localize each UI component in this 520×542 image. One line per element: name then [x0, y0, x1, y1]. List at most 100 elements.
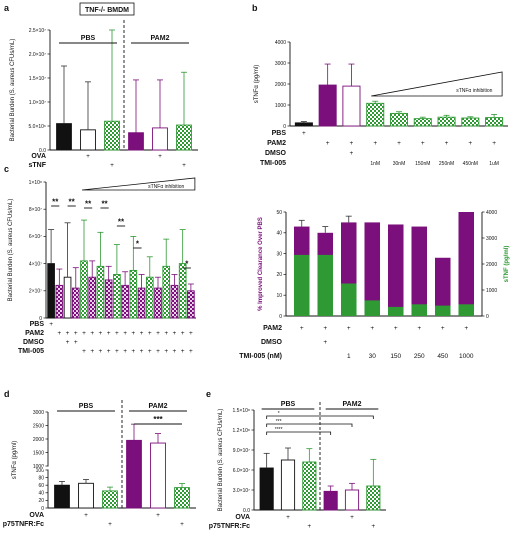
- sig-bracket: [266, 423, 353, 427]
- row-mark: +: [189, 330, 193, 337]
- y-tick-label: 1500: [33, 450, 44, 456]
- bar: [437, 116, 456, 127]
- row-label: p75TNFR:Fc: [209, 523, 250, 530]
- row-mark: +: [115, 330, 119, 337]
- row-mark: +: [86, 153, 90, 160]
- row-mark: +: [74, 339, 78, 346]
- row-mark: +: [189, 348, 193, 355]
- row-mark: +: [123, 330, 127, 337]
- y-tick-label: 6×10⁷: [29, 234, 42, 240]
- y-tick-label: 20: [38, 498, 44, 504]
- y-tick-label-right: 3000: [486, 236, 497, 242]
- bar: [104, 279, 113, 319]
- bar: [366, 485, 381, 511]
- row-mark: 30nM: [393, 161, 406, 167]
- y-tick-label: 10: [276, 293, 282, 299]
- y-tick-label: 1×10⁸: [29, 180, 42, 186]
- row-mark: +: [148, 330, 152, 337]
- group-label: PBS: [79, 403, 94, 410]
- row-mark: +: [323, 339, 327, 346]
- row-mark: +: [66, 330, 70, 337]
- row-mark: +: [180, 521, 184, 528]
- panel-label-c: c: [4, 164, 9, 174]
- row-mark: +: [140, 330, 144, 337]
- bar: [55, 284, 64, 319]
- row-mark: +: [286, 514, 290, 521]
- row-mark: +: [173, 348, 177, 355]
- row-mark: 1000: [459, 353, 474, 360]
- bar-clearance: [434, 257, 451, 316]
- y-axis-label: Bacterial Burden (S. aureus CFUs/mL): [218, 409, 224, 512]
- row-mark: +: [131, 330, 135, 337]
- row-mark: +: [107, 330, 111, 337]
- y-axis-label: Bacterial Burden (S. aureus CFUs/mL): [8, 199, 14, 302]
- row-mark: +: [181, 330, 185, 337]
- row-label: PBS: [30, 321, 45, 328]
- row-mark: +: [300, 325, 304, 332]
- row-label: TMI-005: [260, 160, 286, 167]
- y-tick-label: 4×10⁷: [29, 261, 42, 267]
- bar: [71, 287, 80, 319]
- row-mark: +: [468, 140, 472, 147]
- bar-stnf: [340, 283, 357, 316]
- row-mark: +: [347, 325, 351, 332]
- row-mark: +: [158, 153, 162, 160]
- y-axis-label: Bacterial Burden (S. aureus CFUs/mL): [10, 39, 16, 142]
- bar: [128, 132, 144, 151]
- y-tick-label: 1.0×10⁷: [29, 100, 46, 106]
- row-label: sTNF: [29, 162, 47, 169]
- row-mark: +: [156, 512, 160, 519]
- bar: [280, 459, 296, 511]
- bar-stnf: [458, 304, 475, 316]
- bar: [389, 112, 409, 127]
- axis-break: [43, 466, 53, 470]
- row-label: OVA: [31, 153, 46, 160]
- y-tick-label: 9.0×10⁷: [233, 448, 250, 454]
- bar: [176, 124, 192, 151]
- y-tick-label: 1.2×10⁸: [232, 428, 250, 434]
- row-mark: +: [49, 321, 53, 328]
- row-mark: +: [66, 339, 70, 346]
- y-axis-label-right: sTNF (pg/ml): [504, 246, 510, 283]
- sig-marker: **: [85, 200, 92, 209]
- row-mark: 450nM: [463, 161, 478, 167]
- row-label: DMSO: [261, 339, 283, 346]
- bar-clearance: [411, 226, 428, 316]
- y-tick-label: 40: [276, 231, 282, 237]
- sig-marker: *: [136, 240, 140, 249]
- y-tick-label: 4000: [275, 40, 286, 46]
- bar: [113, 274, 121, 319]
- row-mark: +: [107, 348, 111, 355]
- row-mark: 150nM: [415, 161, 430, 167]
- group-label: PBS: [281, 401, 296, 408]
- group-label: PAM2: [343, 401, 362, 408]
- bar: [56, 123, 72, 151]
- bar: [126, 439, 142, 509]
- row-mark: +: [445, 140, 449, 147]
- y-tick-label: 1.5×10⁸: [232, 408, 250, 414]
- y-tick-label: 2000: [275, 82, 286, 88]
- row-label: PAM2: [267, 140, 286, 147]
- y-tick-label: 0.0: [243, 508, 250, 514]
- row-mark: +: [164, 330, 168, 337]
- row-mark: +: [140, 348, 144, 355]
- row-label: OVA: [235, 514, 250, 521]
- row-mark: 250nM: [439, 161, 454, 167]
- row-mark: +: [99, 348, 103, 355]
- bar-stnf: [293, 254, 310, 316]
- bar: [344, 489, 360, 511]
- row-mark: +: [307, 523, 311, 530]
- wedge-label: sTNFα inhibition: [148, 184, 184, 190]
- sig-marker: *: [278, 411, 280, 417]
- panel-label-d: d: [4, 389, 10, 399]
- row-mark: +: [90, 348, 94, 355]
- bar-clearance: [458, 212, 475, 316]
- bar: [302, 461, 317, 511]
- row-mark: +: [350, 140, 354, 147]
- row-mark: +: [417, 325, 421, 332]
- row-mark: +: [371, 523, 375, 530]
- bar: [121, 284, 129, 319]
- bar: [137, 287, 146, 319]
- y-tick-label: 2×10⁷: [29, 289, 42, 295]
- row-mark: +: [492, 140, 496, 147]
